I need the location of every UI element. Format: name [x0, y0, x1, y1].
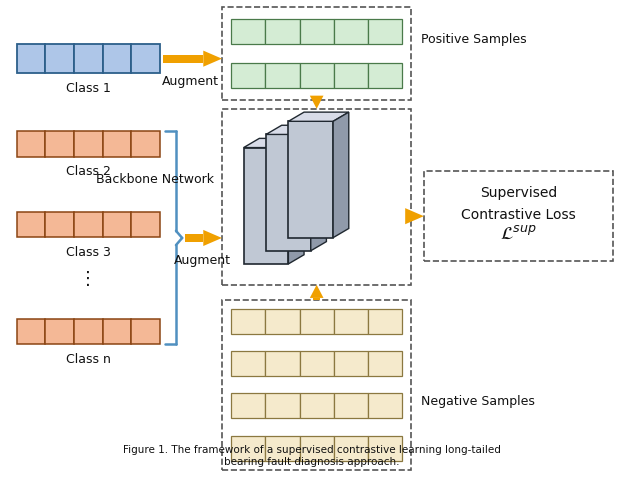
- Text: Contrastive Loss: Contrastive Loss: [461, 209, 576, 223]
- Bar: [368, 393, 402, 418]
- Bar: [222, 7, 411, 100]
- Bar: [74, 131, 103, 156]
- Polygon shape: [266, 125, 326, 134]
- Bar: [300, 309, 334, 334]
- Bar: [334, 309, 368, 334]
- Bar: [163, 55, 203, 63]
- Polygon shape: [333, 112, 349, 238]
- Text: Augment: Augment: [173, 254, 230, 267]
- Bar: [266, 134, 311, 251]
- Bar: [265, 351, 300, 376]
- Bar: [17, 212, 46, 237]
- Bar: [46, 319, 74, 345]
- Bar: [334, 63, 368, 88]
- Text: Supervised: Supervised: [480, 186, 557, 200]
- Bar: [131, 212, 160, 237]
- Bar: [300, 63, 334, 88]
- Bar: [74, 44, 103, 73]
- Text: Augment: Augment: [162, 75, 220, 88]
- Bar: [222, 300, 411, 470]
- Bar: [232, 63, 265, 88]
- Bar: [103, 131, 131, 156]
- Text: Backbone Network: Backbone Network: [97, 173, 215, 186]
- Text: Negative Samples: Negative Samples: [421, 395, 535, 408]
- Bar: [265, 393, 300, 418]
- Bar: [103, 319, 131, 345]
- Text: Class n: Class n: [66, 354, 111, 367]
- Bar: [334, 436, 368, 461]
- Bar: [185, 234, 203, 242]
- Polygon shape: [203, 230, 222, 246]
- Text: ⋮: ⋮: [79, 270, 97, 288]
- Bar: [17, 131, 46, 156]
- Bar: [300, 393, 334, 418]
- Bar: [368, 351, 402, 376]
- Polygon shape: [288, 112, 349, 122]
- Bar: [46, 131, 74, 156]
- Bar: [368, 436, 402, 461]
- Bar: [232, 19, 265, 44]
- Text: Positive Samples: Positive Samples: [421, 33, 526, 46]
- Bar: [334, 351, 368, 376]
- Bar: [74, 212, 103, 237]
- Polygon shape: [405, 208, 424, 224]
- Polygon shape: [288, 138, 304, 264]
- Bar: [300, 19, 334, 44]
- Bar: [131, 131, 160, 156]
- Bar: [232, 393, 265, 418]
- Polygon shape: [311, 125, 326, 251]
- Bar: [232, 309, 265, 334]
- Bar: [131, 44, 160, 73]
- Bar: [368, 63, 402, 88]
- Polygon shape: [310, 285, 323, 298]
- Bar: [265, 63, 300, 88]
- Bar: [17, 319, 46, 345]
- Polygon shape: [243, 138, 304, 147]
- Bar: [424, 171, 613, 261]
- Text: $\mathcal{L}^{sup}$: $\mathcal{L}^{sup}$: [500, 225, 537, 243]
- Bar: [131, 319, 160, 345]
- Bar: [334, 393, 368, 418]
- Bar: [300, 436, 334, 461]
- Bar: [103, 44, 131, 73]
- Bar: [232, 436, 265, 461]
- Text: Class 2: Class 2: [66, 165, 111, 178]
- Bar: [222, 109, 411, 285]
- Bar: [74, 319, 103, 345]
- Bar: [300, 351, 334, 376]
- Bar: [334, 19, 368, 44]
- Bar: [103, 212, 131, 237]
- Bar: [313, 298, 320, 300]
- Bar: [243, 147, 288, 264]
- Bar: [17, 44, 46, 73]
- Bar: [288, 122, 333, 238]
- Bar: [46, 212, 74, 237]
- Polygon shape: [310, 96, 323, 109]
- Bar: [232, 351, 265, 376]
- Bar: [265, 19, 300, 44]
- Text: Figure 1. The framework of a supervised contrastive learning long-tailed
bearing: Figure 1. The framework of a supervised …: [123, 445, 501, 467]
- Bar: [265, 309, 300, 334]
- Bar: [265, 436, 300, 461]
- Bar: [46, 44, 74, 73]
- Polygon shape: [203, 51, 222, 67]
- Bar: [368, 19, 402, 44]
- Text: Class 1: Class 1: [66, 82, 111, 95]
- Bar: [368, 309, 402, 334]
- Text: Class 3: Class 3: [66, 246, 111, 259]
